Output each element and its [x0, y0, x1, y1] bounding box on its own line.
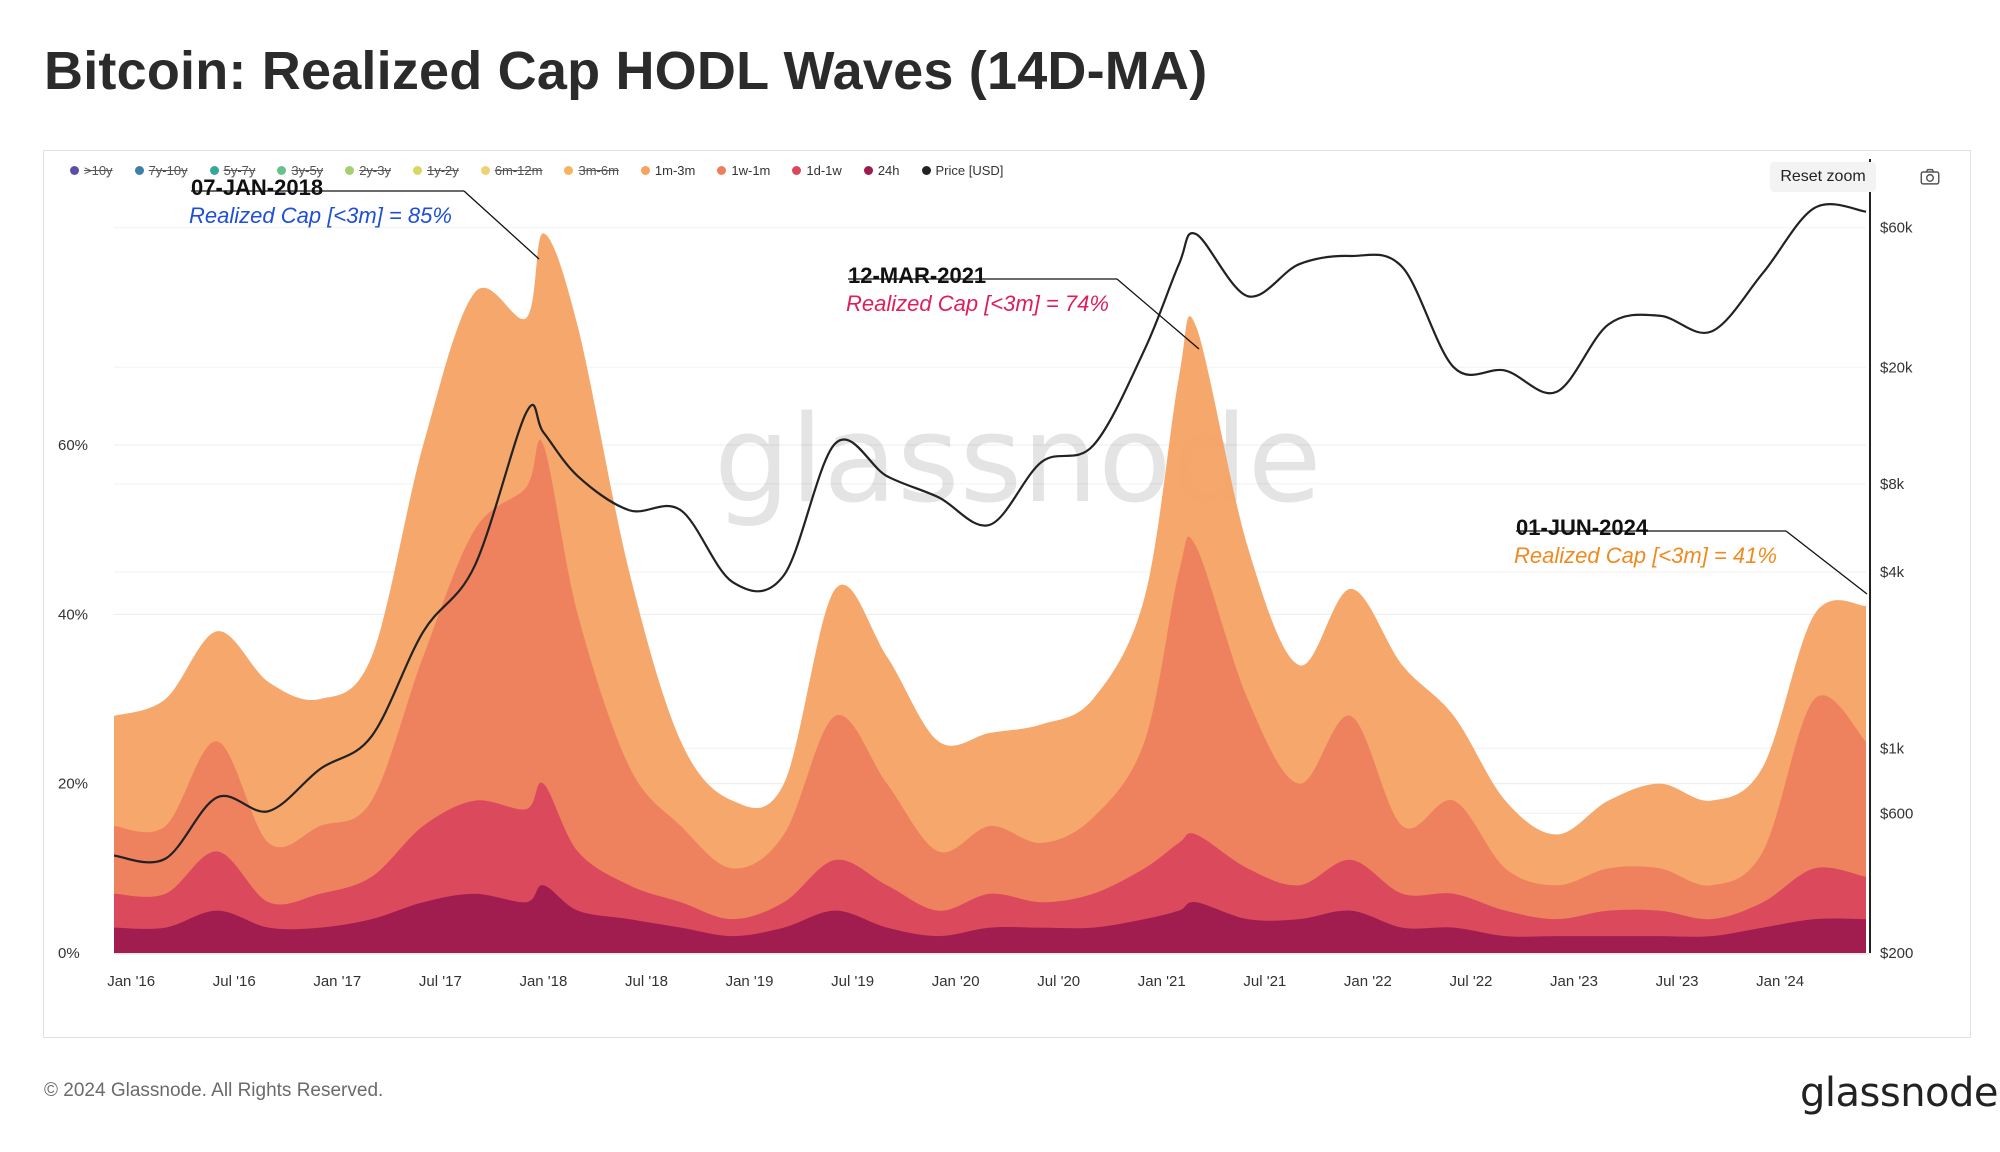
legend-label: 1d-1w	[806, 163, 842, 178]
glassnode-logo: glassnode	[1800, 1070, 1999, 1116]
annotation-note: Realized Cap [<3m] = 74%	[846, 291, 1109, 316]
legend-item[interactable]: 1m-3m	[640, 163, 696, 178]
legend-label: 2y-3y	[359, 163, 391, 178]
chart-canvas: glassnode 0%20%40%60%$200$600$1k$4k$8k$2…	[58, 159, 1913, 990]
legend-label: 24h	[877, 163, 900, 178]
page-title: Bitcoin: Realized Cap HODL Waves (14D-MA…	[44, 41, 1208, 101]
x-tick-label: Jan '18	[519, 973, 567, 990]
legend-item[interactable]: 5y-7y	[209, 163, 256, 178]
legend-swatch	[921, 166, 931, 175]
y-left-tick-label: 40%	[58, 606, 88, 623]
legend-label: Price [USD]	[935, 163, 1004, 178]
annotation-date: 01-JUN-2024	[1516, 515, 1649, 540]
legend-item[interactable]: 6m-12m	[480, 163, 543, 178]
legend-swatch	[863, 166, 873, 175]
y-left-tick-label: 60%	[58, 437, 88, 454]
legend-swatch	[134, 166, 144, 175]
legend-label: 1w-1m	[731, 163, 771, 178]
legend-item[interactable]: 2y-3y	[345, 163, 391, 178]
annotation-note: Realized Cap [<3m] = 41%	[1514, 543, 1777, 568]
legend-item[interactable]: 1y-2y	[412, 163, 459, 178]
legend-swatch	[717, 166, 727, 175]
annotation: 01-JUN-2024 Realized Cap [<3m] = 41%	[1514, 515, 1868, 595]
y-right-tick-label: $4k	[1880, 564, 1905, 581]
x-tick-label: Jul '17	[419, 973, 462, 990]
camera-icon[interactable]	[1919, 166, 1941, 188]
y-left-tick-label: 0%	[58, 945, 80, 962]
chart-frame: glassnode 0% 20% 40% 60% $200 $600 $1k $4k $8k $2…	[43, 150, 1971, 1038]
y-right-tick-label: $60k	[1880, 220, 1913, 237]
reset-zoom-button[interactable]: Reset zoom	[1770, 162, 1876, 192]
legend-item[interactable]: 1d-1w	[792, 163, 842, 178]
annotation-note: Realized Cap [<3m] = 85%	[189, 203, 452, 228]
axes: 0% 20% 40% 60% $200 $600 $1k $4k $8k $20k $60k Jan …	[58, 159, 1913, 990]
y-right-tick-label: $200	[1880, 945, 1913, 962]
legend-item[interactable]: 24h	[863, 163, 900, 178]
legend-label: 6m-12m	[494, 163, 543, 178]
annotation-pointer	[1785, 530, 1868, 595]
legend-swatch	[640, 166, 650, 175]
annotation-pointer	[463, 190, 540, 260]
price-series	[113, 203, 1867, 864]
x-tick-label: Jul '16	[213, 973, 256, 990]
x-tick-label: Jan '22	[1344, 973, 1392, 990]
legend-label: 1m-3m	[654, 163, 696, 178]
legend-swatch	[564, 166, 574, 175]
annotations: 07-JAN-2018 Realized Cap [<3m] = 85% 12-MA…	[189, 175, 1868, 595]
annotation-date: 07-JAN-2018	[191, 175, 323, 200]
legend-swatch	[70, 166, 79, 175]
x-tick-label: Jan '19	[726, 973, 774, 990]
annotation-date: 12-MAR-2021	[848, 263, 986, 288]
x-tick-label: Jan '17	[313, 973, 361, 990]
footer-copyright: © 2024 Glassnode. All Rights Reserved.	[44, 1080, 384, 1101]
legend-swatch	[209, 166, 219, 175]
y-right-tick-label: $1k	[1880, 740, 1905, 757]
x-tick-label: Jul '19	[831, 973, 874, 990]
legend-label: 3y-5y	[291, 163, 324, 178]
legend-swatch	[792, 166, 802, 175]
x-tick-label: Jan '16	[107, 973, 155, 990]
x-tick-label: Jan '24	[1756, 973, 1804, 990]
x-tick-label: Jul '23	[1656, 973, 1699, 990]
area-24h	[114, 885, 1866, 953]
x-tick-label: Jan '20	[932, 973, 980, 990]
legend-label: 7y-10y	[148, 163, 188, 178]
hodl-wave-areas	[114, 233, 1866, 954]
legend-swatch	[412, 166, 422, 175]
annotation-pointer	[1116, 278, 1200, 350]
legend-label: >10y	[84, 163, 113, 178]
legend-swatch	[345, 166, 355, 175]
legend-label: 5y-7y	[223, 163, 256, 178]
x-tick-label: Jan '23	[1550, 973, 1598, 990]
y-left-tick-label: 20%	[58, 776, 88, 793]
annotation: 12-MAR-2021 Realized Cap [<3m] = 74%	[846, 263, 1200, 350]
x-tick-label: Jul '21	[1243, 973, 1286, 990]
legend-item[interactable]: 1w-1m	[717, 163, 770, 178]
legend-item[interactable]: 7y-10y	[134, 163, 188, 178]
x-tick-label: Jul '22	[1449, 973, 1492, 990]
x-tick-label: Jul '18	[625, 973, 668, 990]
legend-item[interactable]: Price [USD]	[921, 163, 1004, 178]
legend-label: 1y-2y	[426, 163, 459, 178]
x-tick-label: Jan '21	[1138, 973, 1186, 990]
price-line	[113, 203, 1867, 864]
annotation: 07-JAN-2018 Realized Cap [<3m] = 85%	[189, 175, 540, 260]
legend-item[interactable]: 3y-5y	[277, 163, 323, 178]
y-right-tick-label: $20k	[1880, 359, 1913, 376]
legend-swatch	[480, 166, 490, 175]
y-right-tick-label: $600	[1880, 805, 1913, 822]
legend-item[interactable]: >10y	[70, 163, 113, 178]
legend-item[interactable]: 3m-6m	[564, 163, 619, 178]
legend-swatch	[277, 166, 287, 175]
legend: >10y 7y-10y 5y-7y 3y-5y 2y-3y 1y-2y 6m-12m 3m-6…	[70, 163, 1025, 178]
y-right-tick-label: $8k	[1880, 476, 1905, 493]
x-tick-label: Jul '20	[1037, 973, 1080, 990]
legend-label: 3m-6m	[578, 163, 619, 178]
